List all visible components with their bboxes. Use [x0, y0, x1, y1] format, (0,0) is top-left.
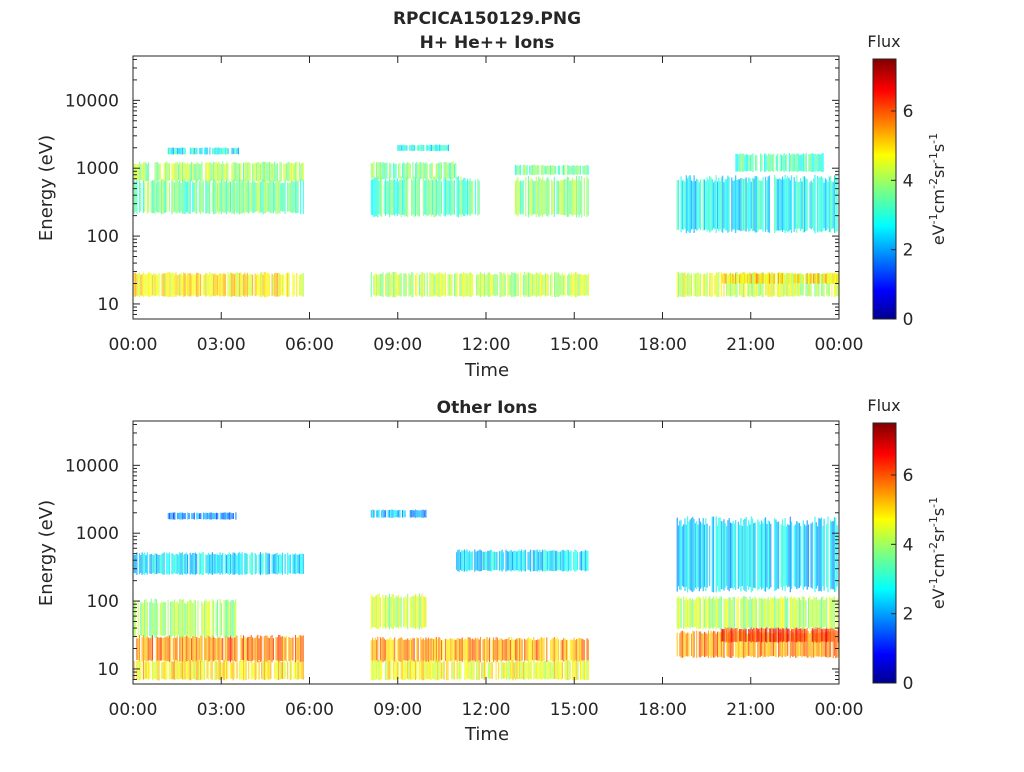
x-tick-label: 06:00 — [285, 335, 334, 355]
y-axis-ticks: 10 100 1000 10000 — [65, 423, 839, 685]
colorbar-tick-label: 0 — [903, 310, 914, 330]
y-axis-label: Energy (eV) — [36, 500, 57, 606]
x-axis-ticks: 00:00 03:00 06:00 09:00 12:00 15:00 18:00 21:00… — [109, 56, 864, 355]
spectrogram-band — [370, 271, 589, 298]
x-axis-ticks: 00:00 03:00 06:00 09:00 12:00 15:00 18:00 21:00… — [109, 421, 864, 720]
y-tick-label: 1000 — [76, 159, 119, 179]
spectrogram-band — [397, 144, 450, 152]
spectrogram-band — [370, 593, 427, 630]
spectrogram-band — [676, 516, 838, 593]
x-tick-label: 03:00 — [197, 335, 246, 355]
y-tick-label: 10 — [97, 660, 119, 680]
spectrogram-band — [133, 178, 304, 215]
spectrogram-band — [133, 634, 304, 663]
spectrogram-band — [167, 512, 237, 520]
spectrogram-band — [370, 176, 480, 218]
panel-title: H+ He++ Ions — [420, 33, 555, 53]
spectrogram-marks — [133, 144, 839, 298]
colorbar-unit-label: eV-1cm-2sr-1s-1 — [927, 133, 948, 245]
spectrogram-band — [456, 549, 589, 572]
colorbar-tick-label: 4 — [903, 535, 914, 555]
spectrogram-marks — [133, 509, 839, 681]
spectrogram-band — [514, 176, 589, 218]
spectrogram-band — [735, 153, 824, 173]
y-tick-label: 10 — [97, 295, 119, 315]
x-axis-label: Time — [464, 724, 509, 745]
colorbar-tick-label: 6 — [903, 466, 914, 486]
x-tick-label: 21:00 — [726, 700, 775, 720]
x-tick-label: 15:00 — [550, 335, 599, 355]
spectrogram-band — [676, 596, 838, 630]
colorbar-ticks: 0 2 4 6 — [891, 466, 913, 694]
colorbar-tick-label: 2 — [903, 241, 914, 261]
spectrogram-band — [676, 174, 838, 234]
x-tick-label: 00:00 — [815, 335, 864, 355]
spectrogram-band — [133, 598, 237, 639]
y-axis-label: Energy (eV) — [36, 135, 57, 241]
y-tick-label: 100 — [87, 592, 119, 612]
panel-other-ions: Other Ions 10 100 1000 10000 00:00 03:00 06:0… — [36, 396, 948, 745]
y-tick-label: 10000 — [65, 91, 119, 111]
spectrogram-band — [370, 161, 457, 180]
x-tick-label: 18:00 — [638, 335, 687, 355]
spectrogram-band — [133, 271, 304, 298]
colorbar-label: Flux — [867, 396, 900, 415]
colorbar-unit-label: eV-1cm-2sr-1s-1 — [927, 497, 948, 609]
panel-title: Other Ions — [437, 398, 538, 418]
x-tick-label: 12:00 — [462, 700, 511, 720]
y-tick-label: 10000 — [65, 456, 119, 476]
y-tick-label: 1000 — [76, 524, 119, 544]
colorbar-tick-label: 4 — [903, 171, 914, 191]
x-tick-label: 00:00 — [815, 700, 864, 720]
colorbar: Flux 0 2 4 6 eV-1cm-2sr-1s-1 — [867, 396, 948, 694]
colorbar-label: Flux — [867, 32, 900, 51]
x-tick-label: 09:00 — [373, 700, 422, 720]
x-axis-label: Time — [464, 360, 509, 381]
spectrogram-band — [720, 272, 839, 284]
spectrogram-band — [133, 659, 304, 681]
colorbar: Flux 0 2 4 6 eV-1cm-2sr-1s-1 — [867, 32, 948, 330]
spectrogram-band — [370, 509, 427, 518]
x-tick-label: 12:00 — [462, 335, 511, 355]
x-tick-label: 09:00 — [373, 335, 422, 355]
spectrogram-band — [514, 164, 589, 176]
x-tick-label: 03:00 — [197, 700, 246, 720]
spectrogram-band — [133, 552, 304, 576]
x-tick-label: 00:00 — [109, 700, 158, 720]
colorbar-tick-label: 2 — [903, 605, 914, 625]
figure-file-title: RPCICA150129.PNG — [393, 9, 581, 29]
spectrogram-band — [167, 147, 240, 155]
x-tick-label: 00:00 — [109, 335, 158, 355]
spectrogram-band — [720, 627, 839, 643]
colorbar-ticks: 0 2 4 6 — [891, 102, 913, 330]
y-axis-ticks: 10 100 1000 10000 — [65, 58, 839, 320]
spectrogram-band — [370, 659, 589, 681]
colorbar-tick-label: 0 — [903, 674, 914, 694]
colorbar-tick-label: 6 — [903, 102, 914, 122]
x-tick-label: 15:00 — [550, 700, 599, 720]
spectrogram-band — [133, 161, 304, 182]
x-tick-label: 18:00 — [638, 700, 687, 720]
y-tick-label: 100 — [87, 227, 119, 247]
colorbar-gradient — [872, 58, 897, 320]
x-tick-label: 21:00 — [726, 335, 775, 355]
spectrogram-band — [370, 636, 589, 663]
colorbar-gradient — [872, 422, 897, 684]
x-tick-label: 06:00 — [285, 700, 334, 720]
